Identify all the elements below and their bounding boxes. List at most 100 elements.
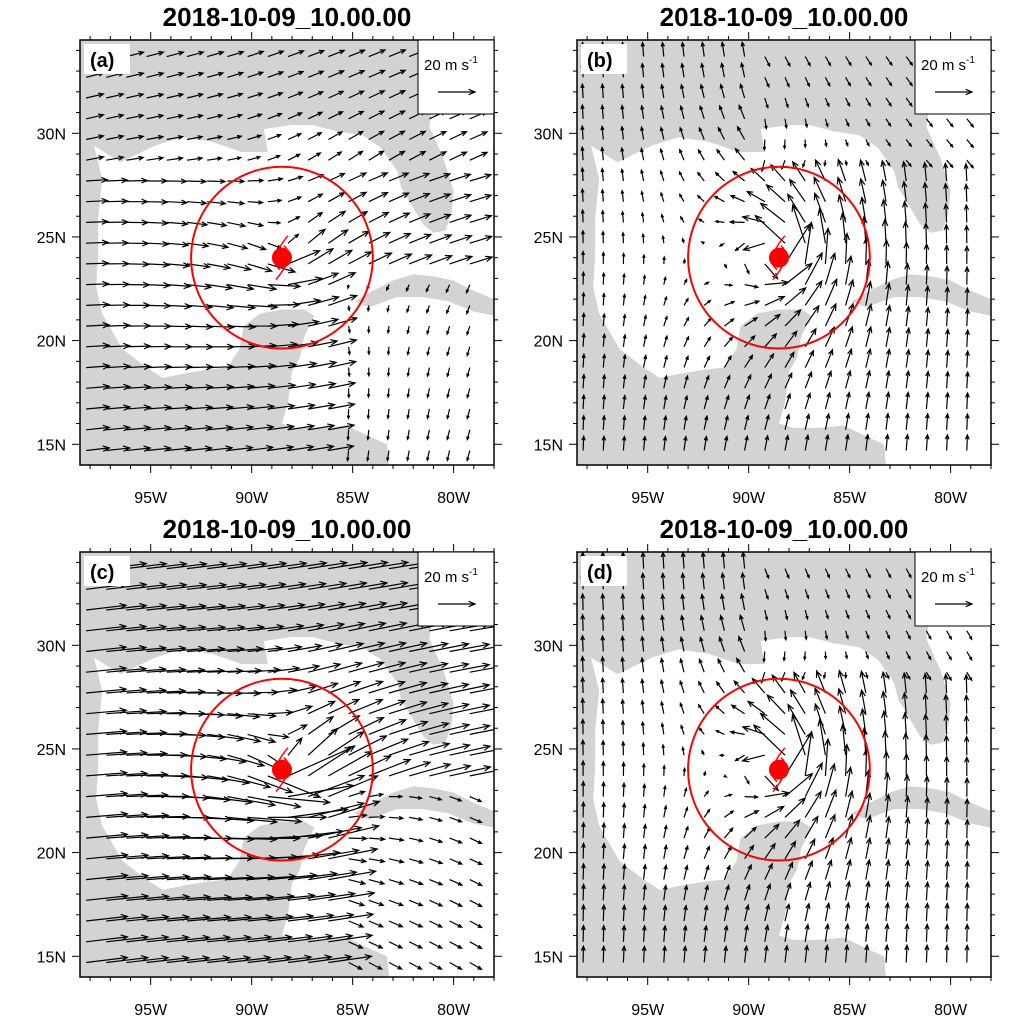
wind-vector (106, 582, 148, 590)
wind-vector (944, 327, 951, 347)
wind-vector (885, 76, 893, 87)
wind-vector (449, 816, 463, 823)
wind-vector (449, 879, 464, 886)
wind-vector (660, 700, 665, 714)
wind-vector (368, 191, 389, 203)
wind-vector (429, 662, 470, 673)
wind-vector (126, 404, 152, 411)
wind-vector (601, 821, 607, 839)
wind-vector (865, 325, 873, 347)
wind-vector (764, 589, 769, 601)
wind-vector (287, 933, 334, 943)
wind-vector (784, 568, 790, 580)
wind-vector (146, 709, 188, 716)
wind-vector (642, 903, 647, 922)
wind-vector (406, 367, 411, 378)
wind-vector (865, 651, 869, 660)
wind-vector (944, 796, 950, 818)
wind-vector (466, 346, 471, 357)
wind-vector (146, 730, 188, 738)
wind-vector (308, 444, 336, 452)
wind-vector (146, 384, 173, 391)
wind-vector (925, 348, 931, 368)
wind-vector (784, 818, 801, 839)
wind-vector (964, 797, 970, 818)
reference-vector-box (417, 39, 495, 115)
wind-vector (388, 858, 405, 864)
wind-vector (824, 251, 837, 285)
y-tick-label: 30N (37, 638, 66, 655)
wind-vector (804, 433, 810, 451)
wind-vector (581, 414, 586, 430)
wind-vector (837, 704, 847, 735)
wind-vector (964, 307, 970, 327)
wind-vector (843, 743, 850, 776)
wind-vector (824, 412, 831, 430)
wind-vector (307, 111, 324, 120)
wind-vector (700, 571, 706, 590)
wind-vector (328, 933, 374, 943)
wind-vector (764, 332, 778, 348)
wind-vector (146, 751, 189, 759)
wind-vector (663, 374, 668, 389)
wind-vector (621, 740, 626, 756)
wind-vector (445, 284, 451, 294)
wind-vector (903, 752, 910, 776)
wind-vector (817, 718, 826, 756)
hurricane-arm (274, 235, 289, 271)
wind-vector (905, 326, 911, 347)
wind-vector (901, 180, 908, 202)
wind-vector (966, 139, 975, 149)
wind-vector (683, 786, 688, 797)
wind-vector (714, 730, 725, 735)
wind-vector (601, 842, 607, 859)
wind-vector (368, 580, 409, 590)
wind-vector (683, 335, 690, 348)
wind-vector (126, 113, 145, 120)
wind-vector (783, 944, 789, 963)
wind-vector (680, 83, 685, 99)
wind-vector (844, 651, 849, 660)
wind-vector (388, 837, 405, 842)
wind-vector (267, 623, 305, 632)
wind-vector (663, 394, 668, 410)
wind-vector (943, 243, 950, 264)
wind-vector (744, 434, 749, 451)
wind-vector (186, 50, 205, 58)
wind-vector (425, 284, 430, 293)
wind-vector (406, 408, 410, 420)
wind-vector (642, 843, 648, 859)
wind-vector (469, 687, 494, 694)
wind-vector (824, 788, 837, 818)
wind-vector (348, 90, 366, 99)
y-tick-label: 15N (534, 949, 563, 966)
wind-vector (408, 899, 424, 907)
wind-vector (622, 373, 627, 389)
x-tick-label: 90W (732, 1002, 766, 1019)
reference-vector-box (417, 551, 495, 627)
wind-vector (620, 698, 625, 714)
wind-vector (328, 847, 379, 860)
wind-vector (328, 423, 356, 431)
wind-vector (663, 824, 668, 839)
wind-vector (409, 681, 450, 694)
wind-vector (368, 792, 385, 798)
wind-vector (905, 118, 913, 128)
x-tick-label: 95W (134, 1002, 168, 1019)
wind-vector (905, 348, 911, 368)
wind-vector (408, 172, 431, 182)
wind-vector (746, 700, 766, 715)
wind-vector (307, 152, 322, 161)
wind-vector (469, 899, 484, 908)
wind-vector (186, 283, 213, 290)
wind-vector (845, 589, 850, 600)
wind-vector (267, 796, 332, 806)
wind-vector (86, 934, 129, 943)
wind-vector (824, 858, 833, 880)
wind-vector (386, 284, 390, 292)
tick-marks (72, 544, 502, 985)
wind-vector (845, 139, 849, 148)
wind-vector (86, 955, 129, 964)
wind-vector (964, 881, 970, 901)
wind-vector (885, 118, 892, 128)
